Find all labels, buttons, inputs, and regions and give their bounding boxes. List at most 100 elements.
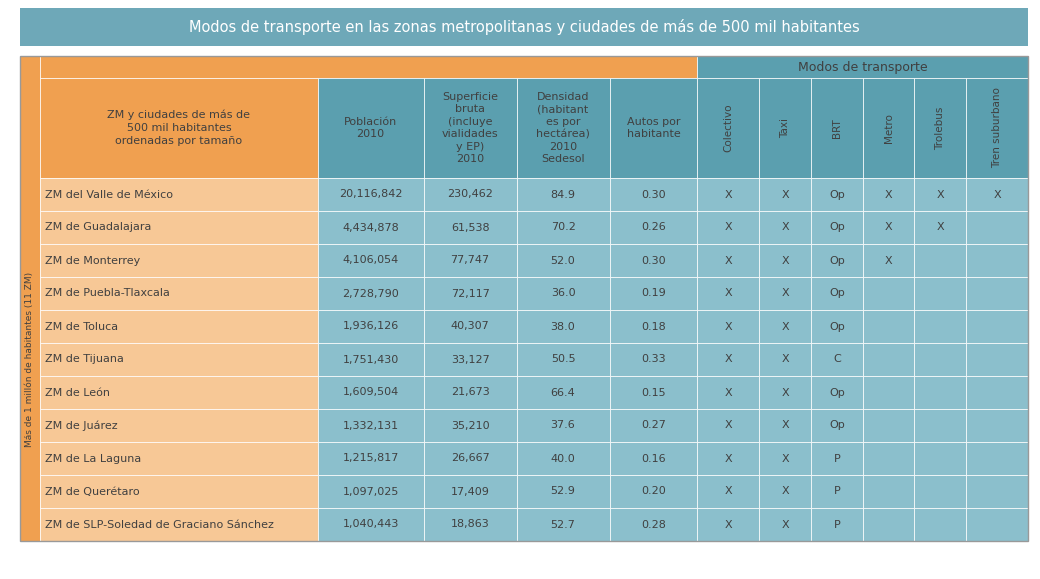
Text: 33,127: 33,127 xyxy=(450,354,490,365)
Bar xyxy=(517,277,609,310)
Text: Modos de transporte: Modos de transporte xyxy=(798,60,928,74)
Bar xyxy=(317,310,423,343)
Bar xyxy=(423,508,517,541)
Bar xyxy=(423,343,517,376)
Bar xyxy=(40,508,317,541)
Bar xyxy=(966,78,1028,178)
Text: Autos por
habitante: Autos por habitante xyxy=(626,117,680,139)
Bar xyxy=(423,475,517,508)
Text: 0.18: 0.18 xyxy=(641,321,666,332)
Text: X: X xyxy=(781,222,789,233)
Bar xyxy=(914,508,966,541)
Bar xyxy=(914,343,966,376)
Bar xyxy=(863,78,914,178)
Text: 50.5: 50.5 xyxy=(551,354,575,365)
Bar xyxy=(20,8,1028,46)
Bar xyxy=(40,277,317,310)
Text: ZM de SLP-Soledad de Graciano Sánchez: ZM de SLP-Soledad de Graciano Sánchez xyxy=(45,519,274,530)
Bar xyxy=(609,409,698,442)
Bar xyxy=(966,310,1028,343)
Bar xyxy=(966,376,1028,409)
Bar xyxy=(863,376,914,409)
Bar xyxy=(609,376,698,409)
Text: BRT: BRT xyxy=(832,118,841,138)
Bar xyxy=(698,310,759,343)
Text: Tren suburbano: Tren suburbano xyxy=(992,87,1002,168)
Bar xyxy=(966,475,1028,508)
Text: Op: Op xyxy=(829,288,844,299)
Text: 36.0: 36.0 xyxy=(551,288,575,299)
Bar xyxy=(698,277,759,310)
Text: X: X xyxy=(781,486,789,497)
Bar xyxy=(40,178,317,211)
Bar xyxy=(914,78,966,178)
Bar xyxy=(759,376,811,409)
Bar xyxy=(914,178,966,211)
Text: X: X xyxy=(725,255,732,266)
Bar xyxy=(863,178,914,211)
Bar xyxy=(517,178,609,211)
Bar xyxy=(609,475,698,508)
Bar xyxy=(966,244,1028,277)
Bar xyxy=(609,244,698,277)
Text: ZM de Guadalajara: ZM de Guadalajara xyxy=(45,222,152,233)
Bar xyxy=(40,475,317,508)
Text: 0.26: 0.26 xyxy=(641,222,666,233)
Bar xyxy=(698,409,759,442)
Text: 77,747: 77,747 xyxy=(450,255,490,266)
Text: 52.7: 52.7 xyxy=(550,519,575,530)
Bar xyxy=(609,310,698,343)
Bar xyxy=(759,244,811,277)
Bar xyxy=(317,178,423,211)
Text: P: P xyxy=(833,486,840,497)
Text: 18,863: 18,863 xyxy=(450,519,490,530)
Bar xyxy=(517,244,609,277)
Text: 1,040,443: 1,040,443 xyxy=(342,519,398,530)
Text: P: P xyxy=(833,453,840,464)
Text: X: X xyxy=(781,453,789,464)
Text: 52.9: 52.9 xyxy=(550,486,575,497)
Text: 230,462: 230,462 xyxy=(447,189,493,200)
Bar xyxy=(40,409,317,442)
Bar xyxy=(863,475,914,508)
Bar xyxy=(609,508,698,541)
Bar xyxy=(811,409,863,442)
Text: Población
2010: Población 2010 xyxy=(344,117,397,139)
Bar xyxy=(40,78,317,178)
Text: X: X xyxy=(725,387,732,398)
Text: X: X xyxy=(781,354,789,365)
Text: 84.9: 84.9 xyxy=(550,189,575,200)
Text: Taxi: Taxi xyxy=(780,118,790,138)
Bar xyxy=(317,442,423,475)
Text: X: X xyxy=(725,288,732,299)
Bar xyxy=(423,442,517,475)
Text: Superficie
bruta
(incluye
vialidades
y EP)
2010: Superficie bruta (incluye vialidades y E… xyxy=(442,92,498,164)
Bar xyxy=(698,376,759,409)
Bar xyxy=(40,244,317,277)
Text: 37.6: 37.6 xyxy=(551,420,575,431)
Text: 35,210: 35,210 xyxy=(450,420,490,431)
Text: ZM de Puebla-Tlaxcala: ZM de Puebla-Tlaxcala xyxy=(45,288,170,299)
Text: 20,116,842: 20,116,842 xyxy=(339,189,402,200)
Bar xyxy=(698,508,759,541)
Text: ZM de Tijuana: ZM de Tijuana xyxy=(45,354,124,365)
Text: 52.0: 52.0 xyxy=(551,255,575,266)
Text: Trolebus: Trolebus xyxy=(935,107,945,150)
Bar xyxy=(863,442,914,475)
Text: 26,667: 26,667 xyxy=(450,453,490,464)
Bar xyxy=(609,78,698,178)
Bar xyxy=(966,178,1028,211)
Text: 40.0: 40.0 xyxy=(551,453,575,464)
Text: 1,609,504: 1,609,504 xyxy=(342,387,398,398)
Text: 4,434,878: 4,434,878 xyxy=(342,222,399,233)
Bar xyxy=(40,376,317,409)
Bar xyxy=(698,56,1028,78)
Text: Op: Op xyxy=(829,387,844,398)
Bar xyxy=(20,56,1028,541)
Text: 70.2: 70.2 xyxy=(550,222,575,233)
Text: 1,332,131: 1,332,131 xyxy=(342,420,398,431)
Text: X: X xyxy=(725,453,732,464)
Bar xyxy=(423,310,517,343)
Bar xyxy=(914,442,966,475)
Bar xyxy=(423,244,517,277)
